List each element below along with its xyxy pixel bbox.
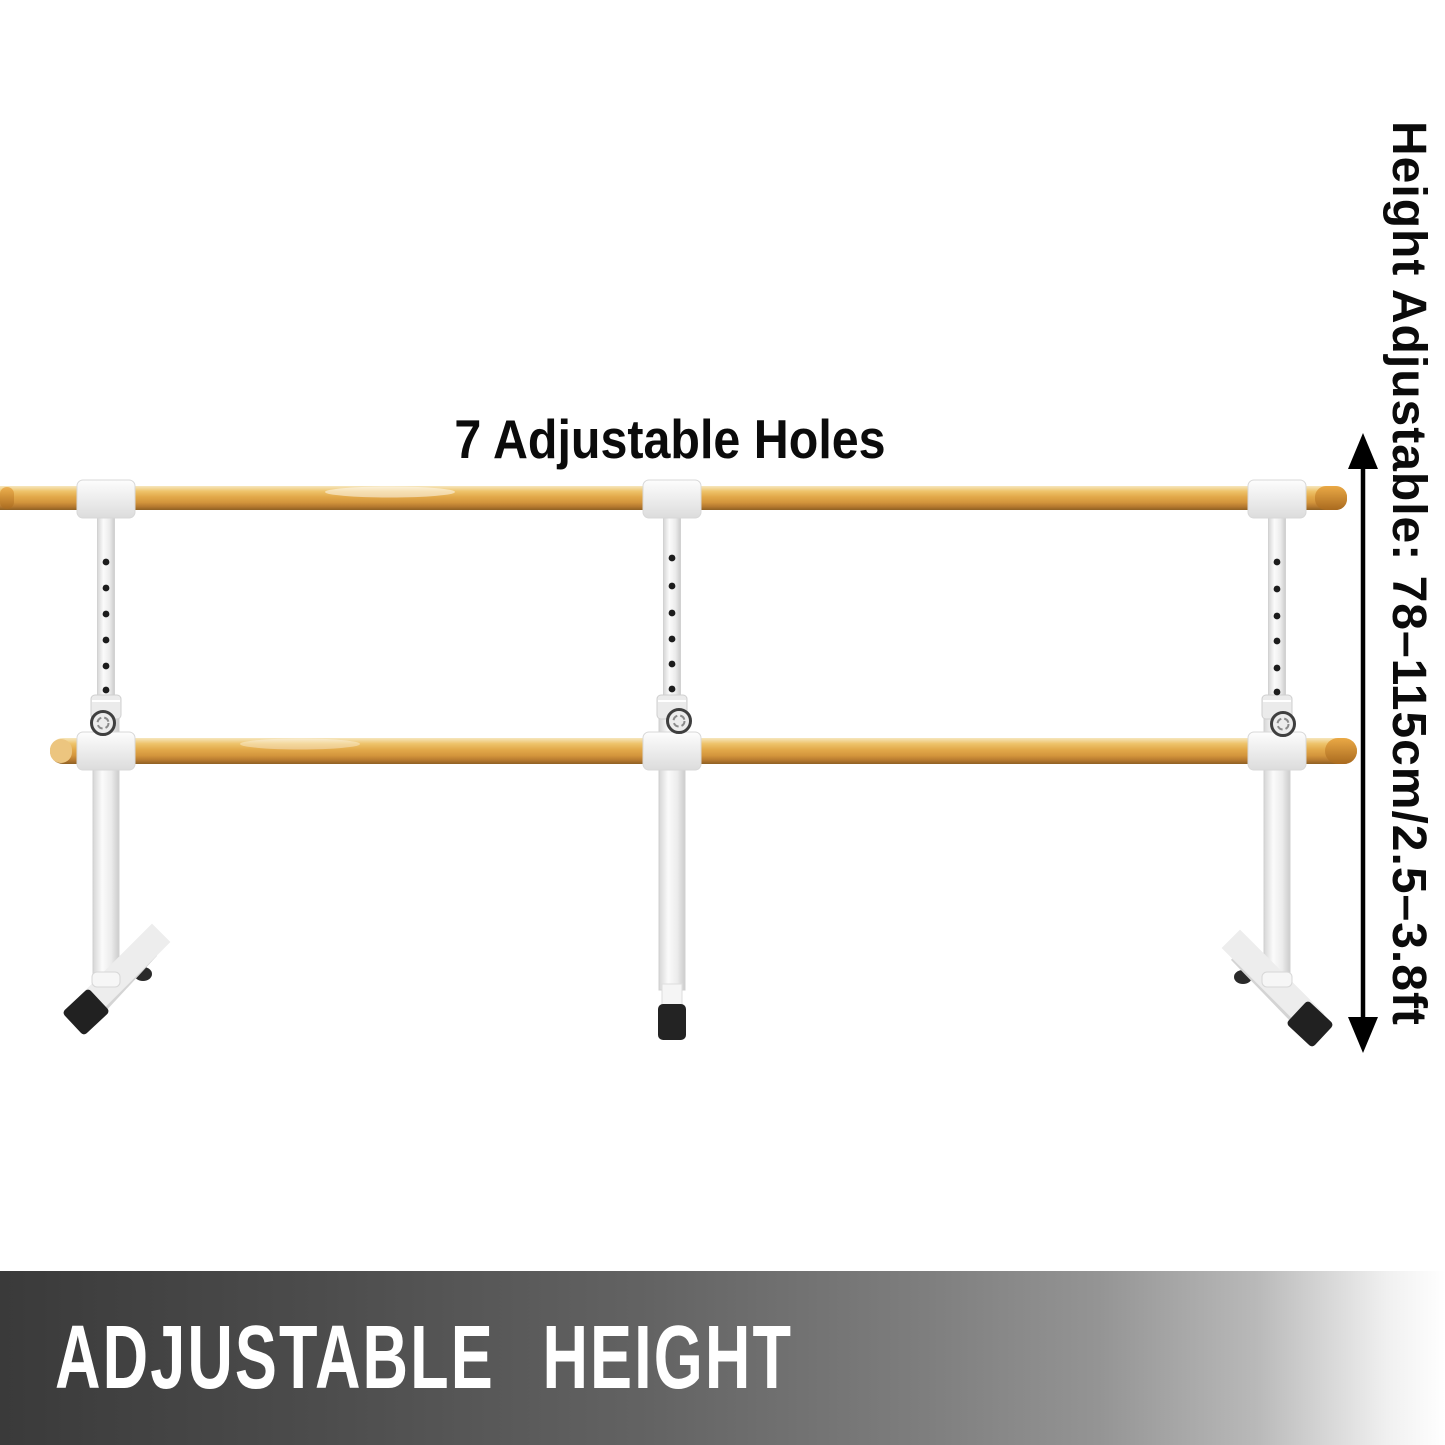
post-upper-tubes bbox=[97, 504, 1286, 706]
bottom-banner: ADJUSTABLE HEIGHT bbox=[0, 1271, 1445, 1445]
left-foot bbox=[63, 923, 171, 1035]
right-foot bbox=[1221, 929, 1333, 1047]
height-range-arrow-icon bbox=[1348, 433, 1378, 1053]
banner-title: ADJUSTABLE HEIGHT bbox=[55, 1308, 794, 1408]
bottom-barre bbox=[50, 738, 1357, 764]
center-foot-cap bbox=[658, 983, 686, 1040]
clamp-collars bbox=[90, 694, 1296, 737]
adjustment-holes bbox=[102, 554, 1281, 696]
holes-annotation-label: 7 Adjustable Holes bbox=[454, 408, 886, 470]
bar-brackets bbox=[76, 479, 1307, 771]
height-range-label: Height Adjustable: 78–115cm/2.5–3.8ft bbox=[1382, 121, 1435, 1026]
